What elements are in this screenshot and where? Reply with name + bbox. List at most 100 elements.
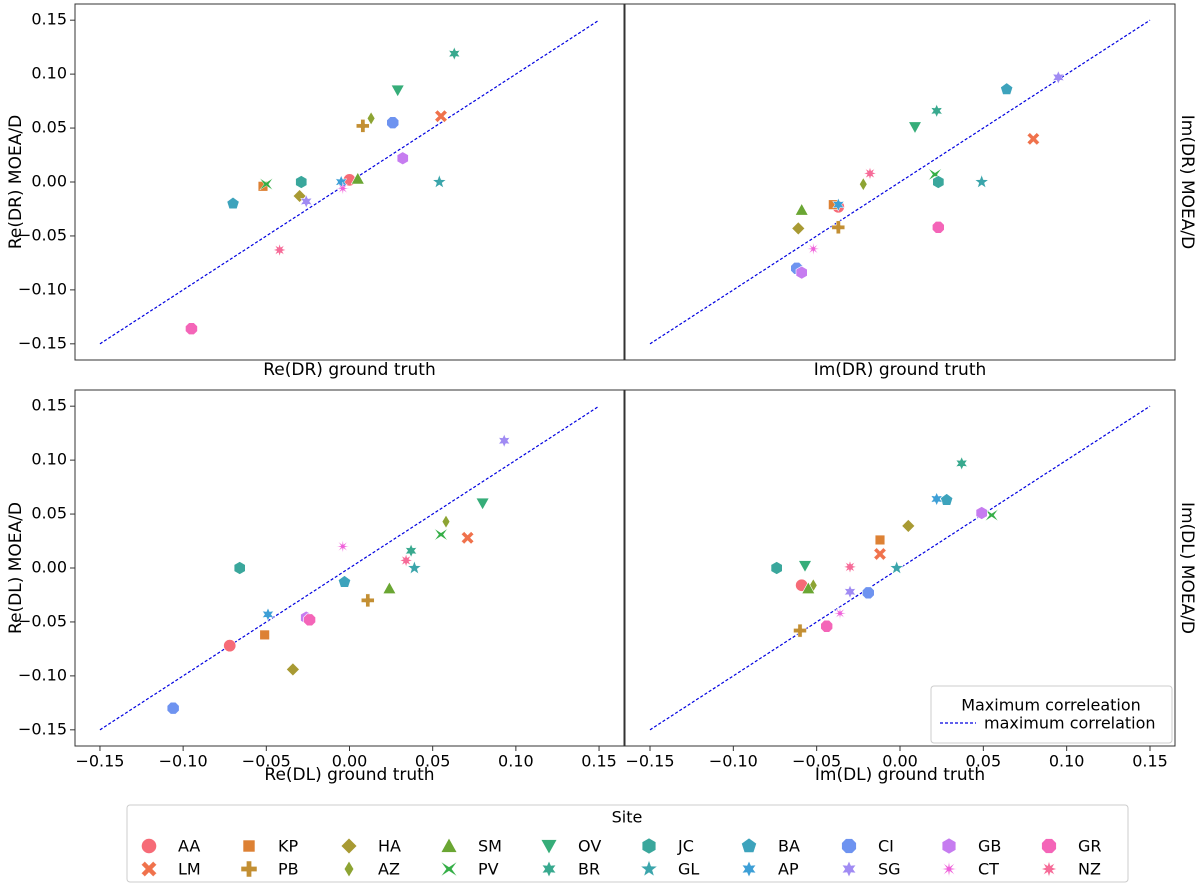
legend-label-sg: SG [878, 860, 901, 879]
site-legend: Site AA LM KP PB HA AZ SM PV OV BR JC GL BA AP CI SG GB C… [126, 804, 1129, 883]
point-sg [300, 194, 313, 209]
point-gb [975, 506, 988, 520]
x-tick-label: 0.15 [581, 752, 617, 771]
legend-entry-lm: LM [141, 860, 201, 879]
legend-entry-gb: GB [941, 837, 1001, 856]
site-legend-entries: AA LM KP PB HA AZ SM PV OV BR JC GL BA AP CI SG GB CT GR NZ [141, 837, 1102, 879]
legend-marker-az [343, 860, 355, 878]
diagonal-legend-title: Maximum correleation [961, 696, 1141, 715]
panel-re-dr: −0.15 −0.10 −0.05 0.00 0.05 0.10 0.15 Re(DR) gr… [6, 3, 625, 380]
x-tick-label: −0.10 [709, 752, 758, 771]
point-pv [259, 178, 273, 191]
x-tick-label: 0.00 [882, 752, 918, 771]
point-jc [233, 561, 246, 575]
x-tick-label: −0.15 [625, 752, 674, 771]
point-jc [932, 175, 945, 189]
y-axis-label: Im(DR) MOEA/D [1177, 115, 1197, 249]
point-ap [930, 491, 943, 507]
y-tick-label: 0.15 [31, 10, 67, 29]
point-ba [1000, 82, 1014, 95]
legend-label-kp: KP [278, 837, 298, 856]
legend-label-az: AZ [378, 860, 400, 879]
legend-label-ap: AP [778, 860, 799, 879]
point-br [448, 46, 461, 61]
legend-label-ct: CT [978, 860, 999, 879]
x-tick-label: −0.05 [242, 752, 291, 771]
point-gl [406, 560, 422, 575]
x-tick-label: 0.10 [498, 752, 534, 771]
y-tick-label: 0.10 [31, 450, 67, 469]
point-nz [842, 559, 858, 575]
legend-label-br: BR [578, 860, 600, 879]
point-sg [843, 584, 857, 599]
legend-label-aa: AA [178, 837, 200, 856]
point-pv [434, 528, 448, 541]
point-sm [382, 581, 397, 595]
x-tick-label: 0.10 [1049, 752, 1085, 771]
y-axis-label: Im(DL) MOEA/D [1177, 502, 1197, 634]
legend-marker-gl [639, 859, 659, 877]
site-legend-title: Site [612, 808, 643, 827]
points-im-dl [770, 456, 999, 638]
diagonal-legend: Maximum correleation maximum correlation [930, 685, 1173, 744]
x-tick-label: 0.15 [1132, 752, 1168, 771]
legend-marker-ov [540, 839, 558, 855]
y-tick-label: 0.05 [31, 504, 67, 523]
point-gr [931, 221, 945, 234]
site-legend-box [126, 804, 1129, 883]
legend-label-lm: LM [178, 860, 201, 879]
point-ap [832, 197, 845, 212]
point-nz [398, 553, 414, 568]
legend-label-gr: GR [1078, 837, 1102, 856]
y-tick-label: −0.10 [18, 665, 67, 684]
point-sm [350, 171, 365, 185]
x-tick-label: −0.15 [75, 752, 124, 771]
point-jc [295, 175, 308, 189]
point-ct [833, 606, 847, 620]
legend-entry-ba: BA [741, 837, 800, 856]
y-tick-label: −0.05 [18, 225, 67, 244]
panel-re-dl: −0.15 −0.15 −0.10 −0.10 −0.05 −0.05 0.00 0.00 0.… [6, 389, 625, 785]
point-lm [434, 109, 448, 123]
legend-marker-gr [1041, 838, 1057, 854]
x-tick-label: 0.05 [966, 752, 1002, 771]
legend-marker-aa [141, 838, 157, 854]
legend-entry-kp: KP [242, 837, 298, 856]
legend-label-pv: PV [478, 860, 499, 879]
point-ap [261, 607, 275, 622]
point-ci [861, 586, 875, 600]
legend-entry-ct: CT [940, 860, 999, 879]
x-tick-label: −0.05 [792, 752, 841, 771]
point-ci [386, 116, 400, 129]
legend-label-gb: GB [978, 837, 1001, 856]
y-tick-label: 0.00 [31, 558, 67, 577]
diagonal-legend-label: maximum correlation [984, 714, 1156, 733]
point-nz [862, 166, 878, 181]
point-gl [889, 560, 905, 575]
point-ct [806, 242, 820, 256]
legend-entry-gl: GL [639, 859, 699, 879]
y-tick-label: −0.05 [18, 611, 67, 630]
point-ha [285, 662, 300, 677]
point-az [441, 514, 451, 529]
panels-layer: −0.15 −0.10 −0.05 0.00 0.05 0.10 0.15 Re(DR) gr… [6, 3, 1197, 785]
point-sg [1052, 70, 1065, 85]
x-tick-label: 0.05 [415, 752, 451, 771]
panel-im-dl: −0.15 −0.10 −0.05 0.00 0.05 0.10 0.15 Im(DL) gr… [624, 389, 1197, 785]
legend-marker-nz [1040, 860, 1058, 878]
legend-marker-lm [141, 861, 157, 877]
legend-entry-br: BR [541, 860, 600, 879]
legend-marker-sg [841, 860, 857, 878]
legend-entry-ap: AP [741, 860, 799, 879]
legend-entry-pb: PB [240, 860, 299, 879]
point-pb [793, 623, 807, 638]
y-axis-label: Re(DL) MOEA/D [6, 502, 26, 634]
point-sg [498, 433, 511, 448]
legend-label-jc: JC [677, 837, 694, 856]
point-kp [259, 629, 270, 641]
y-tick-label: 0.10 [31, 64, 67, 83]
panel-im-dr: Im(DR) ground truth Im(DR) MOEA/D [624, 3, 1197, 380]
point-lm [1026, 132, 1040, 146]
point-az [859, 177, 868, 192]
y-tick-label: 0.05 [31, 118, 67, 137]
